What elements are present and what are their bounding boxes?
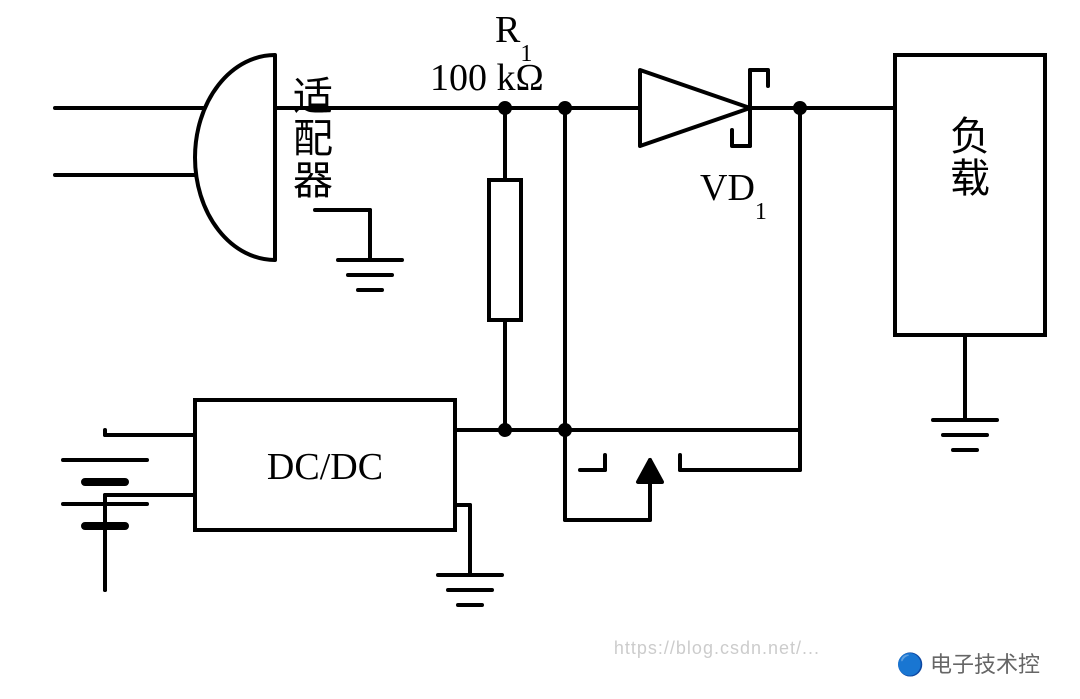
svg-text:100 kΩ: 100 kΩ <box>430 57 544 99</box>
node-layer <box>498 101 807 437</box>
watermark-faint: https://blog.csdn.net/... <box>614 638 820 659</box>
svg-text:负载: 负载 <box>950 114 990 201</box>
circuit-diagram: 适配器DC/DC负载R1100 kΩVD1 <box>0 0 1080 699</box>
watermark-main: 🔵 电子技术控 <box>896 647 1040 679</box>
svg-text:VD1: VD1 <box>700 167 767 225</box>
svg-text:适配器: 适配器 <box>293 74 333 203</box>
svg-text:DC/DC: DC/DC <box>267 446 383 488</box>
